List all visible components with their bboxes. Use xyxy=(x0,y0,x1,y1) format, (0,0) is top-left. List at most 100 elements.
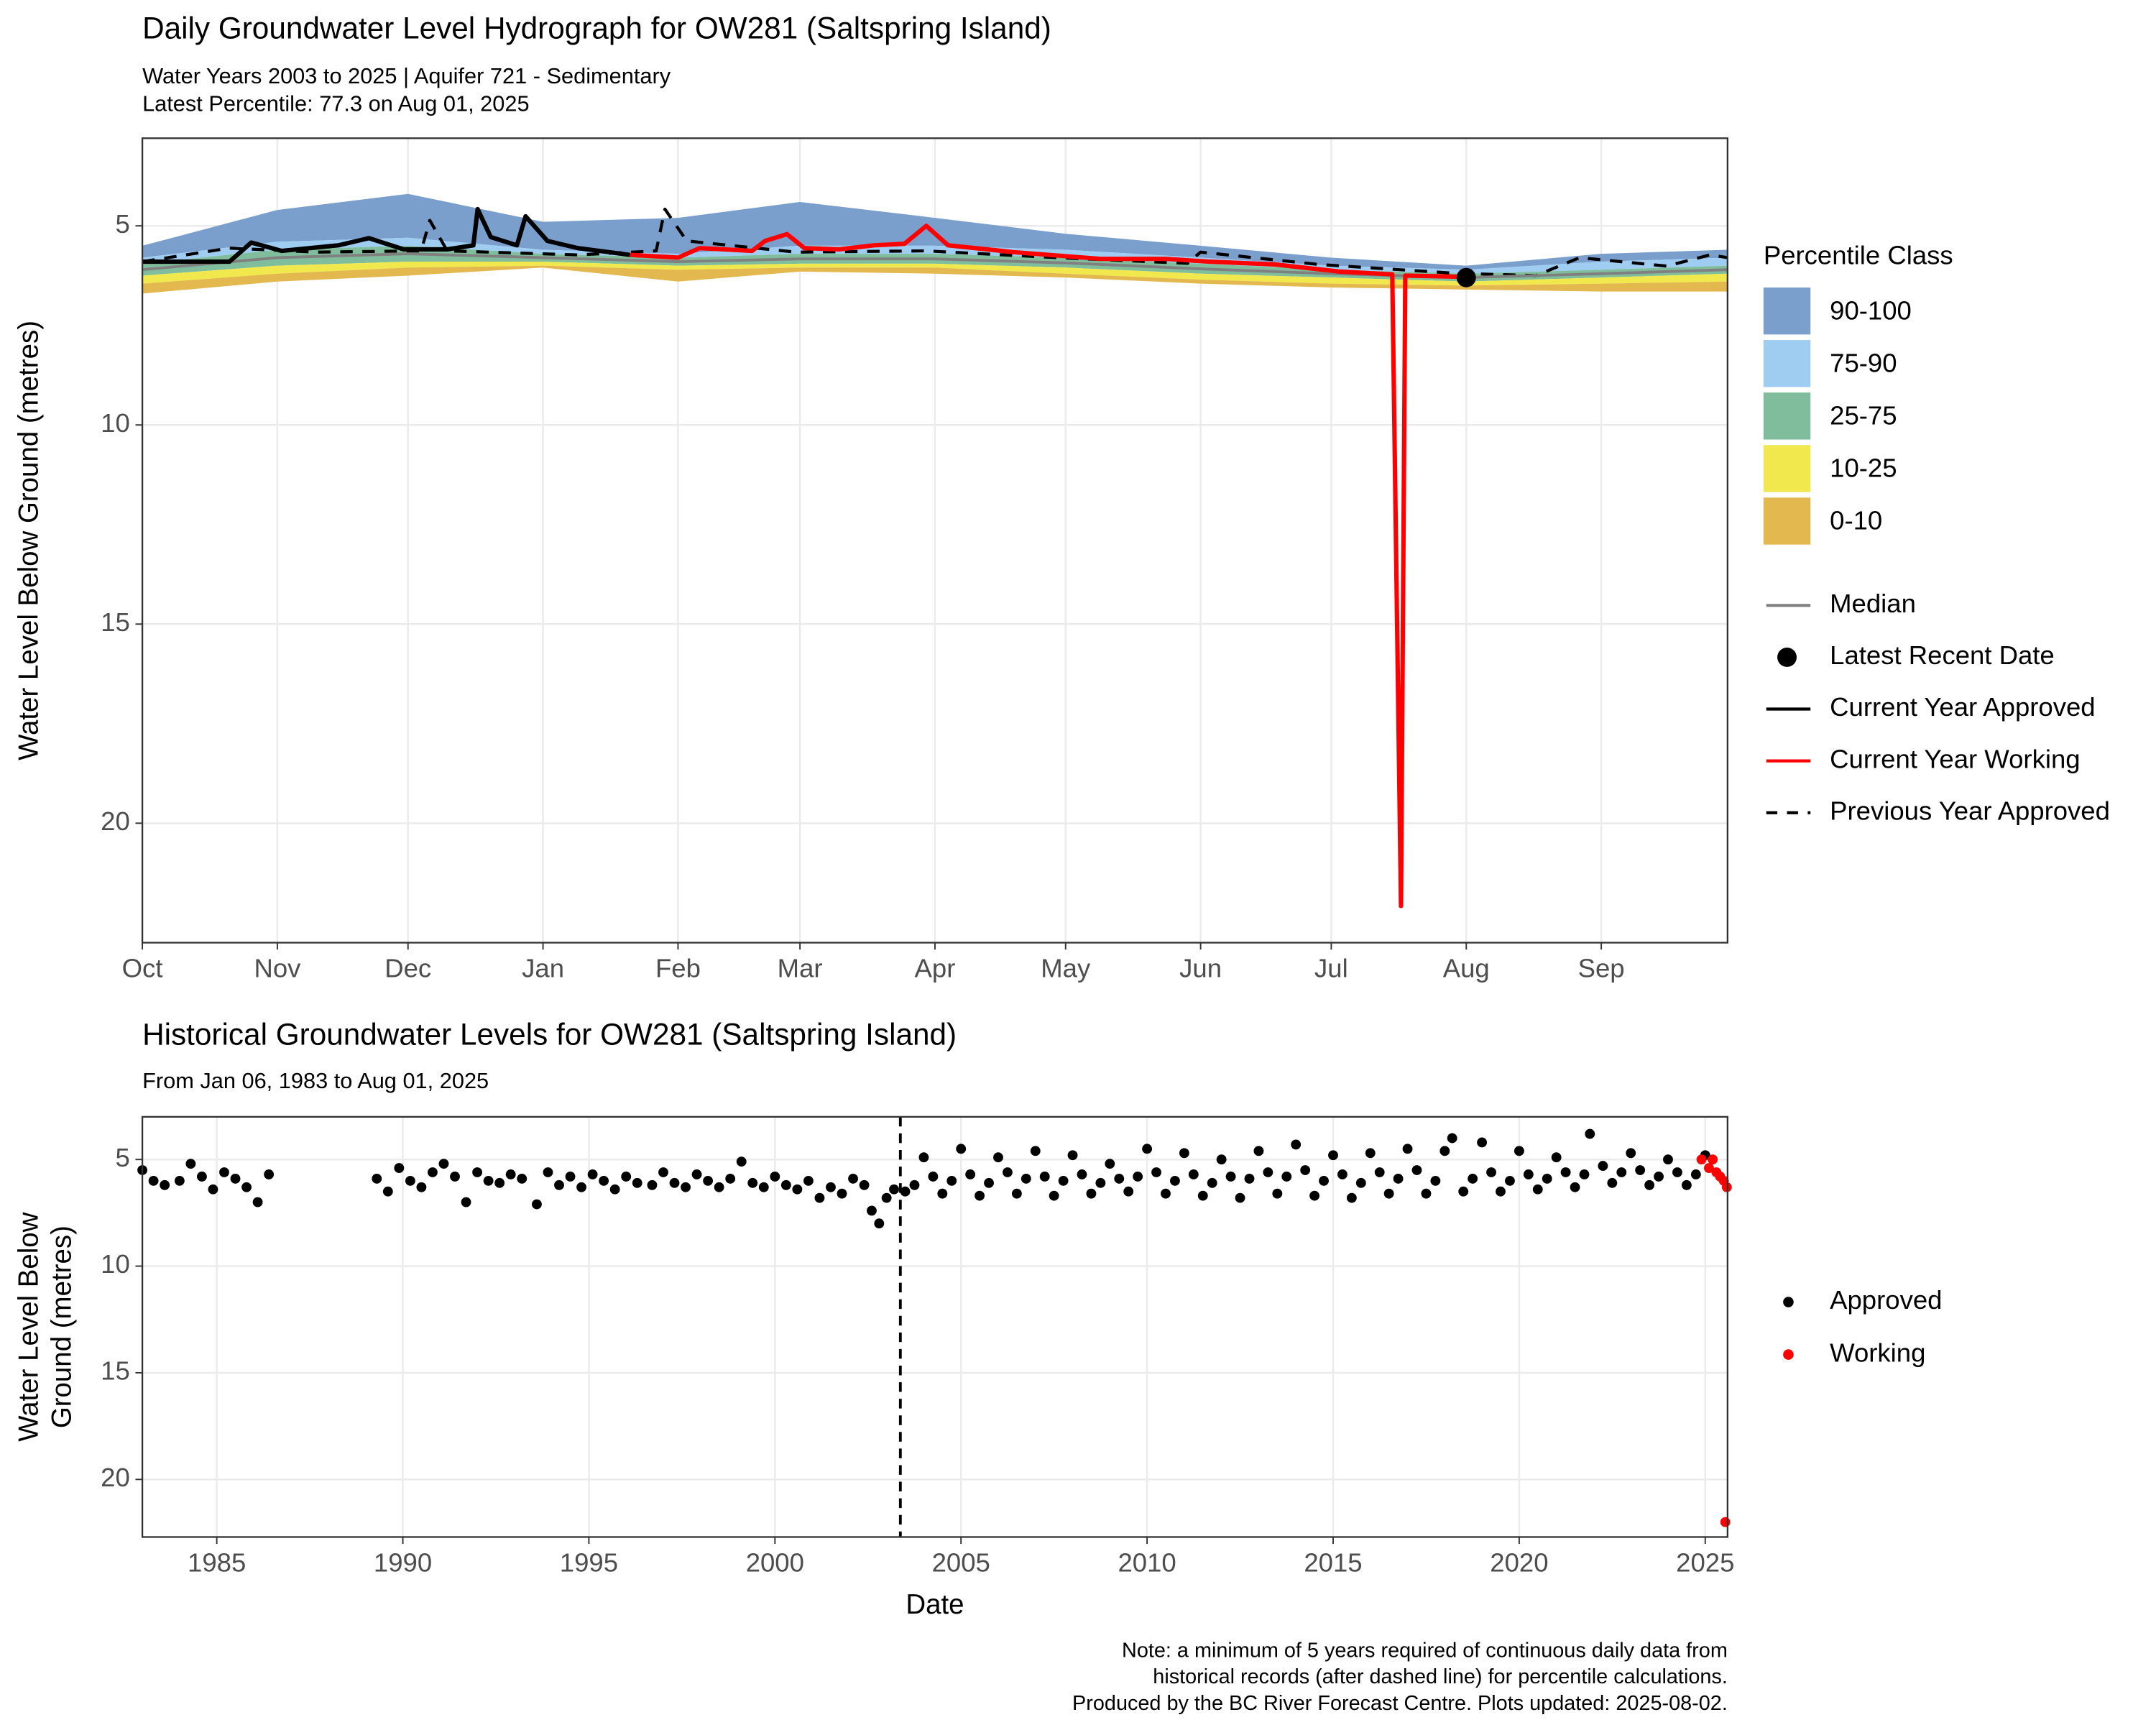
y-tick-label: 10 xyxy=(101,1249,130,1279)
data-point xyxy=(428,1167,438,1177)
legend-label: 90-100 xyxy=(1830,295,1912,325)
y-tick-label: 20 xyxy=(101,1463,130,1492)
data-point xyxy=(859,1179,870,1190)
data-point xyxy=(230,1173,241,1184)
percentile-band xyxy=(142,262,1728,286)
data-point xyxy=(1067,1150,1078,1161)
data-point xyxy=(848,1173,858,1184)
x-tick-label: 1985 xyxy=(188,1548,246,1578)
legend-symbol xyxy=(1783,1297,1794,1307)
data-point xyxy=(1439,1146,1450,1156)
x-tick-label: Jul xyxy=(1314,954,1348,983)
data-point xyxy=(874,1218,885,1229)
data-point xyxy=(1542,1173,1552,1184)
latest-point xyxy=(1456,267,1476,288)
data-point xyxy=(1579,1169,1590,1179)
legend-label: Previous Year Approved xyxy=(1830,796,2110,825)
data-point xyxy=(160,1179,170,1190)
legend-label: 75-90 xyxy=(1830,348,1897,377)
data-point xyxy=(946,1175,957,1186)
data-point xyxy=(1216,1154,1227,1165)
x-tick-label: 2020 xyxy=(1490,1548,1548,1578)
data-point xyxy=(1616,1167,1627,1177)
data-point xyxy=(1681,1179,1692,1190)
data-point xyxy=(405,1175,415,1186)
data-point xyxy=(148,1175,159,1186)
data-point xyxy=(965,1169,976,1179)
data-point xyxy=(909,1179,920,1190)
data-point xyxy=(1197,1190,1208,1201)
data-point xyxy=(1142,1144,1153,1154)
data-point xyxy=(174,1175,185,1186)
data-point xyxy=(532,1199,542,1210)
x-tick-label: Jun xyxy=(1179,954,1222,983)
y-axis-title: Water Level Below xyxy=(13,1212,44,1441)
data-point xyxy=(1086,1188,1097,1199)
data-point xyxy=(1402,1144,1413,1154)
data-point xyxy=(1244,1173,1255,1184)
data-point xyxy=(1235,1192,1245,1203)
data-point xyxy=(714,1182,724,1192)
x-tick-label: Sep xyxy=(1578,954,1625,983)
y-tick-label: 20 xyxy=(101,806,130,836)
data-point xyxy=(900,1186,911,1197)
x-tick-label: 2010 xyxy=(1118,1548,1176,1578)
data-point xyxy=(1598,1161,1608,1172)
data-point xyxy=(632,1177,642,1188)
data-point xyxy=(438,1159,449,1169)
data-point xyxy=(1281,1172,1292,1182)
data-point xyxy=(494,1177,505,1188)
data-point xyxy=(725,1173,736,1184)
data-point xyxy=(1720,1517,1731,1527)
x-tick-label: Aug xyxy=(1443,954,1490,983)
data-point xyxy=(505,1169,516,1179)
x-tick-label: 1995 xyxy=(560,1548,618,1578)
data-point xyxy=(984,1177,994,1188)
series-line xyxy=(630,224,1467,908)
caption: Produced by the BC River Forecast Centre… xyxy=(1072,1692,1728,1715)
data-point xyxy=(1447,1133,1457,1144)
data-point xyxy=(1123,1186,1134,1197)
data-point xyxy=(918,1152,929,1163)
data-point xyxy=(1696,1154,1707,1165)
y-axis-title: Water Level Below Ground (metres) xyxy=(13,321,44,760)
legend-label: Median xyxy=(1830,589,1916,618)
data-point xyxy=(1514,1146,1524,1156)
data-point xyxy=(1477,1137,1488,1148)
data-point xyxy=(1663,1154,1673,1165)
series-line xyxy=(142,207,1728,277)
data-point xyxy=(1170,1175,1180,1186)
data-point xyxy=(703,1175,714,1186)
data-point xyxy=(394,1163,405,1173)
data-point xyxy=(565,1172,576,1182)
x-tick-label: 2025 xyxy=(1676,1548,1734,1578)
data-point xyxy=(1393,1173,1404,1184)
data-point xyxy=(1708,1154,1718,1165)
plot-border xyxy=(141,137,1728,944)
data-point xyxy=(1430,1175,1441,1186)
data-point xyxy=(1039,1172,1050,1182)
legend-symbol xyxy=(1783,1349,1794,1360)
data-point xyxy=(472,1167,483,1177)
data-point xyxy=(780,1179,791,1190)
data-point xyxy=(1607,1177,1618,1188)
x-tick-label: 2000 xyxy=(746,1548,804,1578)
data-point xyxy=(609,1184,620,1195)
chart-subtitle: From Jan 06, 1983 to Aug 01, 2025 xyxy=(142,1068,489,1093)
data-point xyxy=(1058,1175,1069,1186)
data-point xyxy=(1355,1177,1366,1188)
legend-label: 10-25 xyxy=(1830,454,1897,483)
x-tick-label: Jan xyxy=(522,954,564,983)
data-point xyxy=(681,1182,691,1192)
data-point xyxy=(461,1197,471,1208)
chart-subtitle: Latest Percentile: 77.3 on Aug 01, 2025 xyxy=(142,91,530,116)
data-point xyxy=(1644,1179,1655,1190)
data-point xyxy=(1458,1186,1469,1197)
data-point xyxy=(1021,1173,1031,1184)
legend-swatch xyxy=(1763,288,1811,335)
data-point xyxy=(1105,1159,1115,1169)
data-point xyxy=(1207,1177,1217,1188)
y-tick-label: 10 xyxy=(101,408,130,438)
x-tick-label: 2015 xyxy=(1304,1548,1362,1578)
